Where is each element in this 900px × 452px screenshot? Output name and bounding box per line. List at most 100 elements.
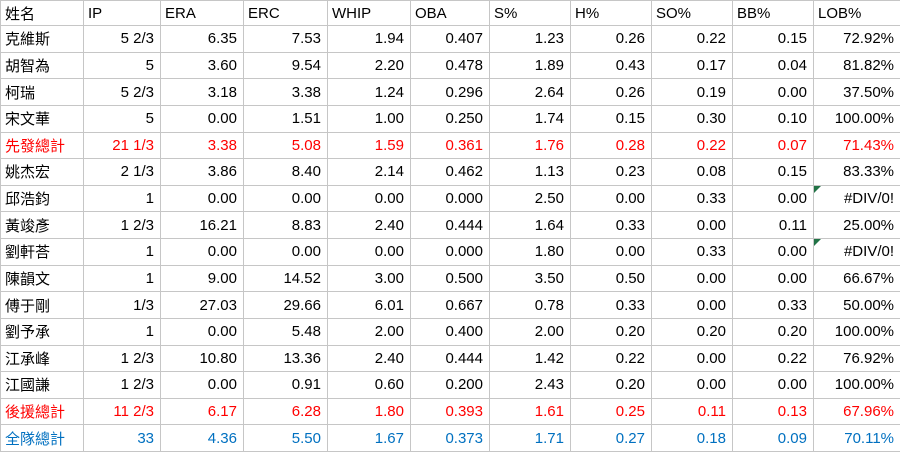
stat-cell-whip[interactable]: 3.00	[327, 264, 411, 293]
stat-cell-oba[interactable]: 0.407	[410, 25, 490, 53]
stat-cell-so-pct[interactable]: 0.00	[651, 344, 733, 373]
stat-cell-s-pct[interactable]: 2.43	[489, 371, 571, 399]
stat-cell-so-pct[interactable]: 0.19	[651, 78, 733, 106]
stat-cell-oba[interactable]: 0.400	[410, 317, 490, 346]
column-header-name[interactable]: 姓名	[0, 0, 84, 26]
stat-cell-s-pct[interactable]: 1.23	[489, 25, 571, 53]
stat-cell-erc[interactable]: 0.91	[243, 371, 328, 399]
stat-cell-whip[interactable]: 1.80	[327, 397, 411, 426]
stat-cell-bb-pct[interactable]: 0.13	[732, 397, 814, 426]
stat-cell-h-pct[interactable]: 0.33	[570, 211, 652, 239]
stat-cell-s-pct[interactable]: 1.74	[489, 104, 571, 133]
stat-cell-ip[interactable]: 1 2/3	[83, 211, 161, 239]
stat-cell-h-pct[interactable]: 0.26	[570, 25, 652, 53]
stat-cell-bb-pct[interactable]: 0.20	[732, 317, 814, 346]
stat-cell-s-pct[interactable]: 1.42	[489, 344, 571, 373]
stat-cell-ip[interactable]: 1 2/3	[83, 371, 161, 399]
stat-cell-oba[interactable]: 0.444	[410, 211, 490, 239]
stat-cell-oba[interactable]: 0.200	[410, 371, 490, 399]
stat-cell-whip[interactable]: 1.59	[327, 131, 411, 160]
stat-cell-era[interactable]: 3.18	[160, 78, 244, 106]
stat-cell-ip[interactable]: 1	[83, 317, 161, 346]
stat-cell-h-pct[interactable]: 0.20	[570, 317, 652, 346]
stat-cell-erc[interactable]: 0.00	[243, 238, 328, 266]
stat-cell-whip[interactable]: 2.40	[327, 344, 411, 373]
stat-cell-so-pct[interactable]: 0.11	[651, 397, 733, 426]
stat-cell-era[interactable]: 0.00	[160, 184, 244, 213]
stat-cell-whip[interactable]: 1.67	[327, 424, 411, 452]
stat-cell-whip[interactable]: 0.60	[327, 371, 411, 399]
stat-cell-erc[interactable]: 5.48	[243, 317, 328, 346]
stat-cell-erc[interactable]: 13.36	[243, 344, 328, 373]
stat-cell-s-pct[interactable]: 3.50	[489, 264, 571, 293]
stat-cell-erc[interactable]: 8.83	[243, 211, 328, 239]
stat-cell-bb-pct[interactable]: 0.00	[732, 371, 814, 399]
stat-cell-lob-pct[interactable]: 70.11%	[813, 424, 900, 452]
stat-cell-ip[interactable]: 5	[83, 104, 161, 133]
stat-cell-h-pct[interactable]: 0.22	[570, 344, 652, 373]
stat-cell-bb-pct[interactable]: 0.15	[732, 25, 814, 53]
stat-cell-whip[interactable]: 1.94	[327, 25, 411, 53]
stat-cell-lob-pct[interactable]: 25.00%	[813, 211, 900, 239]
stat-cell-ip[interactable]: 5	[83, 51, 161, 80]
stat-cell-lob-pct[interactable]: 83.33%	[813, 158, 900, 186]
player-name-cell[interactable]: 克維斯	[0, 25, 84, 53]
stat-cell-so-pct[interactable]: 0.00	[651, 291, 733, 319]
stat-cell-h-pct[interactable]: 0.20	[570, 371, 652, 399]
stat-cell-lob-pct[interactable]: 100.00%	[813, 104, 900, 133]
stat-cell-so-pct[interactable]: 0.33	[651, 184, 733, 213]
stat-cell-bb-pct[interactable]: 0.07	[732, 131, 814, 160]
stat-cell-h-pct[interactable]: 0.50	[570, 264, 652, 293]
stat-cell-s-pct[interactable]: 2.50	[489, 184, 571, 213]
stat-cell-lob-pct[interactable]: 66.67%	[813, 264, 900, 293]
stat-cell-oba[interactable]: 0.478	[410, 51, 490, 80]
stat-cell-oba[interactable]: 0.250	[410, 104, 490, 133]
stat-cell-h-pct[interactable]: 0.15	[570, 104, 652, 133]
stat-cell-era[interactable]: 9.00	[160, 264, 244, 293]
stat-cell-oba[interactable]: 0.373	[410, 424, 490, 452]
column-header-erc[interactable]: ERC	[243, 0, 328, 26]
stat-cell-h-pct[interactable]: 0.28	[570, 131, 652, 160]
column-header-ip[interactable]: IP	[83, 0, 161, 26]
stat-cell-erc[interactable]: 3.38	[243, 78, 328, 106]
player-name-cell[interactable]: 江承峰	[0, 344, 84, 373]
stat-cell-bb-pct[interactable]: 0.33	[732, 291, 814, 319]
stat-cell-oba[interactable]: 0.667	[410, 291, 490, 319]
stat-cell-bb-pct[interactable]: 0.09	[732, 424, 814, 452]
stat-cell-bb-pct[interactable]: 0.15	[732, 158, 814, 186]
stat-cell-s-pct[interactable]: 1.76	[489, 131, 571, 160]
stat-cell-era[interactable]: 0.00	[160, 104, 244, 133]
stat-cell-whip[interactable]: 2.40	[327, 211, 411, 239]
stat-cell-erc[interactable]: 29.66	[243, 291, 328, 319]
stat-cell-era[interactable]: 16.21	[160, 211, 244, 239]
stat-cell-oba[interactable]: 0.393	[410, 397, 490, 426]
column-header-h-pct[interactable]: H%	[570, 0, 652, 26]
column-header-lob-pct[interactable]: LOB%	[813, 0, 900, 26]
stat-cell-erc[interactable]: 8.40	[243, 158, 328, 186]
stat-cell-ip[interactable]: 5 2/3	[83, 78, 161, 106]
stat-cell-whip[interactable]: 2.00	[327, 317, 411, 346]
player-name-cell[interactable]: 劉軒荅	[0, 238, 84, 266]
stat-cell-oba[interactable]: 0.296	[410, 78, 490, 106]
stat-cell-ip[interactable]: 5 2/3	[83, 25, 161, 53]
stat-cell-ip[interactable]: 1	[83, 184, 161, 213]
stat-cell-oba[interactable]: 0.500	[410, 264, 490, 293]
stat-cell-era[interactable]: 3.86	[160, 158, 244, 186]
stat-cell-so-pct[interactable]: 0.30	[651, 104, 733, 133]
stat-cell-era[interactable]: 0.00	[160, 371, 244, 399]
stat-cell-so-pct[interactable]: 0.22	[651, 25, 733, 53]
column-header-oba[interactable]: OBA	[410, 0, 490, 26]
stat-cell-bb-pct[interactable]: 0.04	[732, 51, 814, 80]
stat-cell-whip[interactable]: 2.20	[327, 51, 411, 80]
stat-cell-so-pct[interactable]: 0.00	[651, 211, 733, 239]
stat-cell-erc[interactable]: 9.54	[243, 51, 328, 80]
stat-cell-erc[interactable]: 0.00	[243, 184, 328, 213]
stat-cell-so-pct[interactable]: 0.22	[651, 131, 733, 160]
stat-cell-bb-pct[interactable]: 0.00	[732, 78, 814, 106]
stat-cell-bb-pct[interactable]: 0.00	[732, 184, 814, 213]
stat-cell-s-pct[interactable]: 2.64	[489, 78, 571, 106]
stat-cell-era[interactable]: 0.00	[160, 317, 244, 346]
stat-cell-ip[interactable]: 2 1/3	[83, 158, 161, 186]
column-header-so-pct[interactable]: SO%	[651, 0, 733, 26]
player-name-cell[interactable]: 胡智為	[0, 51, 84, 80]
